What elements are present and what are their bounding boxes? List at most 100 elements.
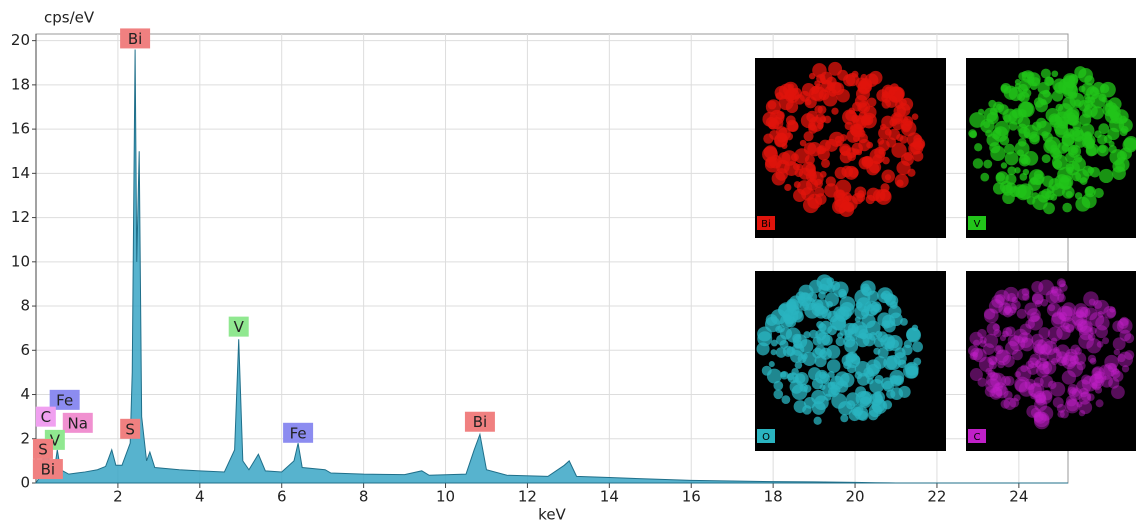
particle (992, 323, 1000, 331)
particle (1009, 306, 1017, 314)
particle (1067, 361, 1084, 378)
particle (969, 112, 986, 128)
particle (1033, 411, 1044, 423)
particle (1044, 76, 1054, 87)
particle (1003, 114, 1012, 123)
particle (980, 172, 990, 182)
particle (1017, 183, 1034, 200)
particle (1079, 387, 1089, 398)
particle (1036, 117, 1047, 129)
particle (865, 320, 881, 336)
peak-label-box (62, 412, 93, 433)
particle (816, 320, 824, 329)
particle (784, 183, 792, 192)
particle (805, 163, 816, 174)
particle (804, 302, 821, 319)
particle (1108, 377, 1120, 389)
particle (1012, 349, 1023, 361)
peak-label-box (464, 411, 495, 432)
particle (1075, 309, 1085, 319)
particle (873, 347, 881, 355)
particle (890, 112, 904, 125)
particle (896, 133, 904, 142)
particle (1095, 316, 1110, 331)
particle (1076, 323, 1084, 331)
y-tick-label: 2 (20, 429, 30, 447)
peak-label-box (228, 316, 249, 337)
particle (769, 129, 780, 140)
particle (1034, 300, 1042, 307)
particle (1050, 193, 1058, 201)
y-tick-label: 16 (11, 120, 30, 138)
y-tick-label: 18 (11, 75, 30, 93)
particle (1059, 283, 1068, 292)
particle (1060, 317, 1076, 333)
particle (831, 107, 839, 115)
particle (1051, 154, 1068, 171)
particle (1036, 364, 1050, 378)
particle (1095, 399, 1104, 408)
particle (1090, 93, 1106, 109)
x-tick-label: 16 (682, 488, 701, 506)
particle (1020, 337, 1035, 352)
particle (1060, 357, 1069, 366)
particle (862, 114, 874, 126)
particle (854, 360, 871, 377)
particle (989, 386, 1003, 400)
y-tick-label: 14 (11, 164, 30, 182)
particle (1109, 306, 1116, 313)
particle (988, 299, 1004, 314)
particle (986, 133, 1000, 147)
particle (1035, 394, 1047, 406)
particle (969, 368, 983, 382)
particle (847, 328, 854, 335)
particle (798, 284, 814, 300)
particle (1027, 363, 1039, 375)
peak-label: Bi (41, 461, 55, 479)
particle (877, 347, 889, 359)
peak-label: S (125, 420, 135, 438)
y-tick-label: 4 (20, 385, 30, 403)
map-label-box (757, 429, 775, 443)
particle (1055, 344, 1070, 359)
particle (793, 181, 801, 189)
particle (1017, 116, 1031, 129)
particle (1083, 291, 1099, 307)
particle (790, 153, 799, 162)
particle (1003, 390, 1013, 400)
particle (1117, 351, 1134, 367)
particle (890, 339, 900, 349)
particle (1003, 286, 1019, 302)
particle (1050, 381, 1066, 397)
x-axis-label: keV (538, 506, 566, 524)
particle (861, 308, 870, 317)
particle (1051, 311, 1065, 325)
particle (756, 342, 770, 356)
particle (807, 142, 822, 157)
particle (793, 400, 807, 414)
peak-label-box (49, 389, 80, 410)
particle (1080, 391, 1092, 402)
particle (1092, 367, 1102, 377)
particle (1004, 305, 1012, 314)
particle (1119, 329, 1132, 342)
particle (1034, 344, 1044, 354)
particle (1034, 398, 1048, 412)
particle (995, 171, 1009, 185)
particle (912, 341, 923, 353)
particle (824, 393, 832, 401)
particle (912, 137, 926, 151)
x-tick-label: 24 (1009, 488, 1028, 506)
particle (794, 361, 803, 369)
particle (1004, 151, 1019, 166)
particle (983, 121, 991, 129)
particle (1021, 71, 1028, 78)
particle (857, 410, 869, 421)
particle (1000, 162, 1008, 169)
particle (1038, 361, 1053, 375)
particle (875, 188, 892, 205)
particle (1074, 347, 1082, 355)
particle (1033, 413, 1050, 430)
particle (829, 314, 846, 331)
particle (786, 346, 796, 356)
